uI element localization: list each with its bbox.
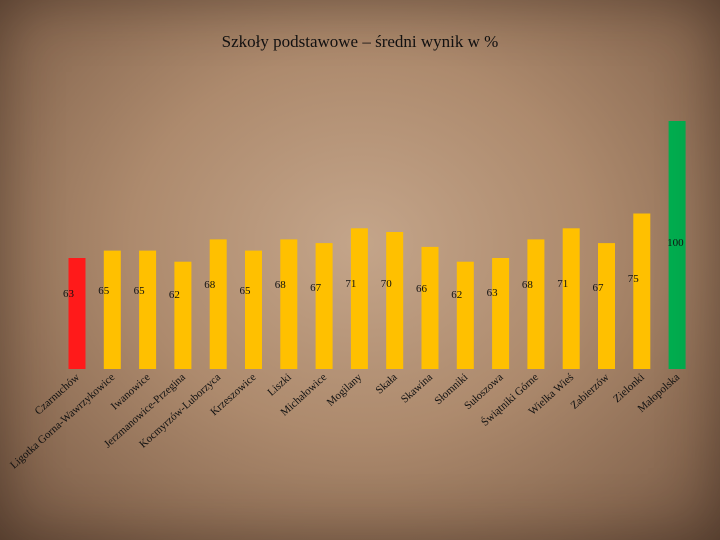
bar-13 [492, 258, 510, 369]
bar-10 [386, 232, 404, 369]
bar-17 [633, 213, 651, 369]
data-label-3: 65 [134, 285, 146, 297]
bar-4 [174, 261, 192, 369]
data-label-9: 71 [345, 278, 356, 290]
chart-title: Szkoły podstawowe – średni wynik w % [221, 32, 499, 51]
category-label-16: Zabierzów [569, 371, 612, 411]
bar-18 [668, 121, 686, 369]
data-label-18: 100 [667, 237, 684, 249]
data-label-4: 62 [169, 289, 180, 301]
data-label-6: 65 [240, 285, 252, 297]
data-label-11: 66 [416, 283, 428, 295]
data-label-15: 71 [557, 278, 568, 290]
data-label-16: 67 [593, 282, 605, 294]
data-label-13: 63 [487, 287, 499, 299]
bar-12 [456, 261, 474, 369]
category-label-7: Liszki [265, 371, 293, 398]
bar-3 [139, 250, 157, 369]
bar-2 [103, 250, 121, 369]
data-label-8: 67 [310, 282, 322, 294]
bar-7 [280, 239, 298, 369]
bar-16 [598, 243, 615, 369]
data-label-17: 75 [628, 273, 640, 285]
data-label-5: 68 [204, 279, 216, 291]
bar-11 [421, 246, 439, 369]
data-label-10: 70 [381, 278, 393, 290]
bar-1 [68, 258, 86, 369]
bar-8 [315, 243, 333, 369]
data-label-14: 68 [522, 279, 534, 291]
category-label-10: Skała [374, 371, 400, 396]
category-label-9: Mogilany [325, 371, 365, 409]
data-label-12: 62 [451, 289, 462, 301]
data-label-2: 65 [98, 285, 110, 297]
bar-5 [209, 239, 227, 369]
bar-9 [350, 228, 368, 369]
bar-15 [562, 228, 580, 369]
bar-14 [527, 239, 545, 369]
category-label-11: Skawina [399, 371, 435, 405]
bar-6 [245, 250, 262, 369]
data-label-1: 63 [63, 288, 75, 300]
data-label-7: 68 [275, 279, 287, 291]
